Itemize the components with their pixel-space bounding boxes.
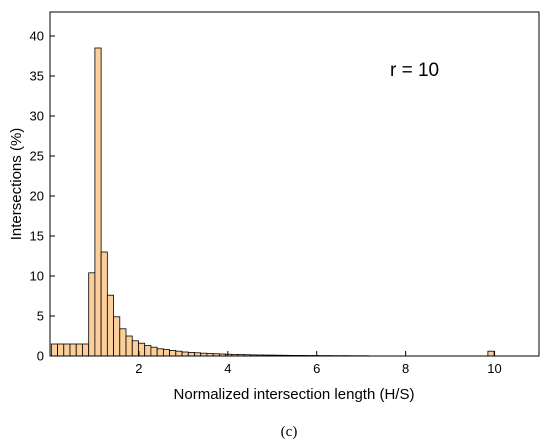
y-axis-ticks: 0 5 10 15 20 25 30 35 40 (30, 29, 55, 364)
x-tick-label: 4 (224, 361, 231, 376)
x-axis-title: Normalized intersection length (H/S) (174, 386, 415, 403)
y-tick-label: 15 (30, 229, 44, 244)
histogram-bar (125, 335, 133, 357)
histogram-bar (187, 351, 195, 357)
y-tick-label: 40 (30, 29, 44, 44)
y-tick-label: 0 (37, 349, 44, 364)
x-tick-label: 8 (402, 361, 409, 376)
histogram-bar (100, 251, 108, 357)
histogram-bar (75, 343, 83, 357)
histogram-bar (119, 328, 127, 357)
plot-frame (49, 11, 540, 357)
histogram-bar (88, 272, 96, 357)
histogram-bar (162, 349, 170, 357)
histogram-bar (131, 340, 139, 357)
histogram-bar (181, 351, 189, 357)
x-axis-ticks: 2 4 6 8 10 (135, 351, 502, 376)
y-axis-title: Intersections (%) (8, 128, 25, 241)
histogram-bar (57, 343, 65, 357)
histogram-bar (487, 350, 495, 357)
y-tick-label: 35 (30, 69, 44, 84)
y-tick-label: 10 (30, 269, 44, 284)
figure-caption: (c) (281, 424, 298, 440)
x-tick-label: 10 (487, 361, 501, 376)
histogram-bar (175, 350, 183, 357)
histogram-bar (156, 348, 164, 357)
histogram-bar (169, 349, 177, 357)
histogram-bar (150, 346, 158, 357)
histogram-bar (82, 343, 90, 357)
x-tick-label: 2 (135, 361, 142, 376)
x-tick-label: 6 (313, 361, 320, 376)
histogram-bar (144, 345, 152, 357)
r-value-annotation: r = 10 (390, 60, 439, 81)
histogram-bar (50, 343, 58, 357)
y-tick-label: 25 (30, 149, 44, 164)
bars-group (50, 47, 495, 357)
y-tick-label: 20 (30, 189, 44, 204)
histogram-bar (94, 47, 102, 357)
histogram-bar (63, 343, 71, 357)
histogram-bar (69, 343, 77, 357)
y-tick-label: 5 (37, 309, 44, 324)
y-tick-label: 30 (30, 109, 44, 124)
histogram-bar (113, 316, 121, 357)
histogram-bar (106, 294, 114, 357)
